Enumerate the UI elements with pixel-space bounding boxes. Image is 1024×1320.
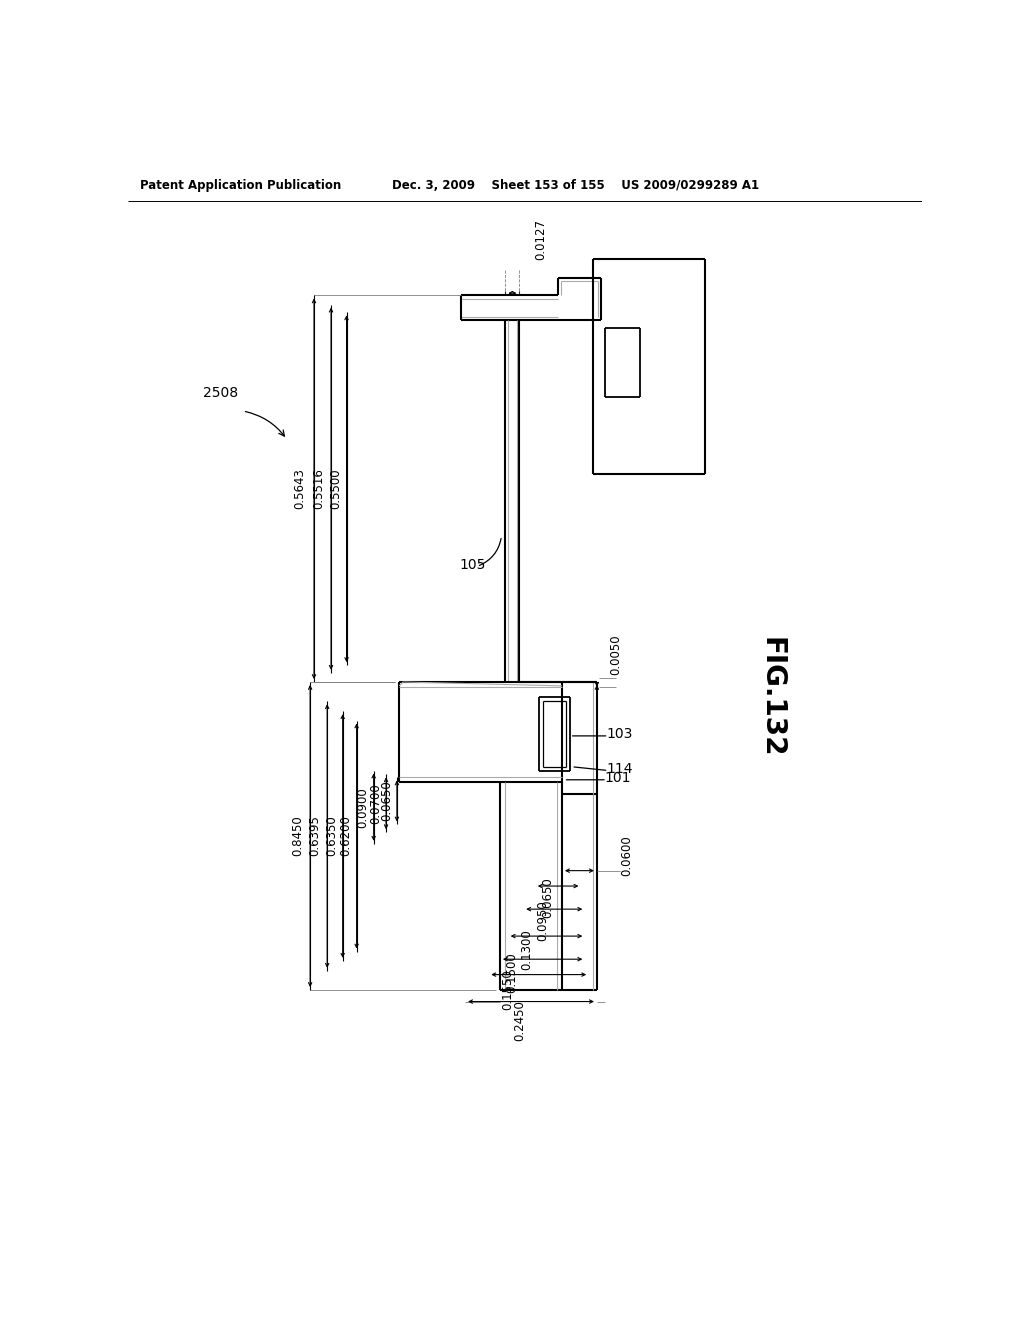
- Text: 0.0900: 0.0900: [356, 787, 370, 828]
- Text: 0.1300: 0.1300: [520, 929, 534, 970]
- Text: 105: 105: [460, 558, 486, 572]
- Text: 0.6395: 0.6395: [308, 816, 322, 857]
- Text: 0.0127: 0.0127: [535, 219, 548, 260]
- Text: Dec. 3, 2009    Sheet 153 of 155    US 2009/0299289 A1: Dec. 3, 2009 Sheet 153 of 155 US 2009/02…: [391, 178, 759, 191]
- Text: 101: 101: [604, 771, 631, 785]
- Text: 0.5500: 0.5500: [329, 469, 342, 510]
- Text: 0.0650: 0.0650: [542, 878, 555, 917]
- Text: 0.5643: 0.5643: [294, 469, 306, 510]
- Text: Patent Application Publication: Patent Application Publication: [139, 178, 341, 191]
- Text: 114: 114: [607, 762, 634, 776]
- Text: 0.1500: 0.1500: [505, 953, 518, 994]
- Text: 0.0700: 0.0700: [370, 783, 383, 824]
- Text: FIG.132: FIG.132: [758, 638, 785, 758]
- Text: 0.6200: 0.6200: [339, 816, 352, 857]
- Text: 0.2450: 0.2450: [513, 1001, 526, 1041]
- Text: 0.8450: 0.8450: [291, 816, 304, 857]
- Text: 0.1550: 0.1550: [502, 970, 514, 1010]
- Text: 0.0600: 0.0600: [620, 834, 633, 875]
- Text: 0.0050: 0.0050: [609, 635, 623, 676]
- Text: 0.6350: 0.6350: [326, 816, 338, 857]
- Text: 0.5516: 0.5516: [312, 469, 326, 510]
- Text: 103: 103: [607, 727, 633, 742]
- Text: 0.0650: 0.0650: [380, 780, 393, 821]
- Text: 0.0950: 0.0950: [537, 900, 549, 941]
- Text: 2508: 2508: [204, 387, 239, 400]
